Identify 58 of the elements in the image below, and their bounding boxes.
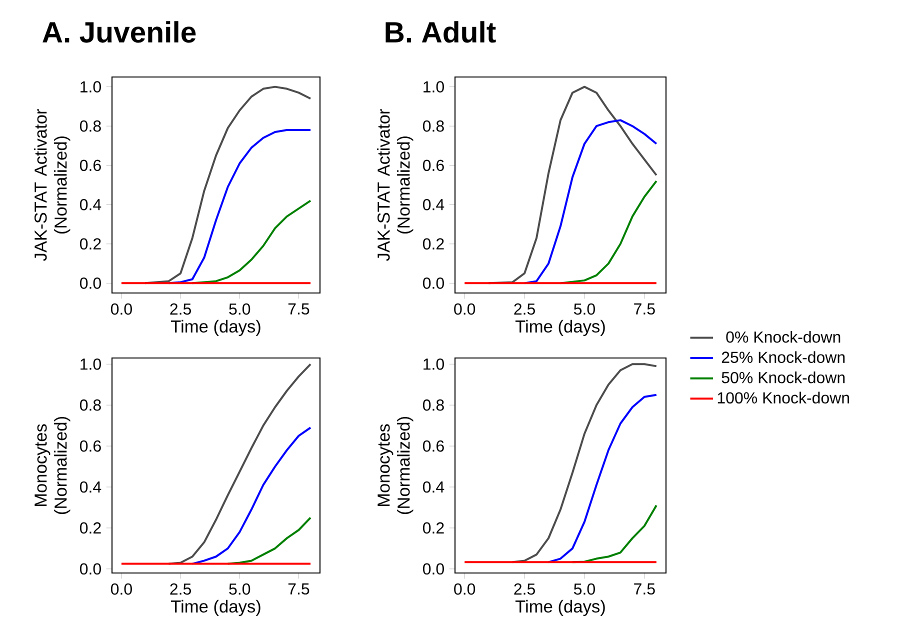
x-tick-label: 0.0 <box>110 583 132 595</box>
x-tick-label: 2.5 <box>514 583 535 595</box>
x-axis-title: Time (days) <box>515 600 605 616</box>
y-tick-label: 0.4 <box>80 198 102 210</box>
y-tick-label: 1.0 <box>424 358 444 370</box>
line-series <box>191 426 312 565</box>
x-tick-label: 0.0 <box>454 303 476 315</box>
line-series <box>548 394 658 564</box>
line-series <box>168 363 312 565</box>
x-tick-label: 7.5 <box>634 303 655 315</box>
y-tick-label: 0.6 <box>80 440 101 452</box>
y-axis-title: Monocytes (Normalized) <box>34 416 70 514</box>
y-tick-label: 1.0 <box>80 81 101 92</box>
line-series <box>226 516 312 565</box>
x-tick-label: 0.0 <box>454 583 476 595</box>
y-tick-label: 0.2 <box>80 522 101 534</box>
chart-title: A. Juvenile <box>42 21 196 43</box>
x-tick-label: 2.5 <box>514 303 535 315</box>
chart-title: B. Adult <box>386 21 496 43</box>
y-tick-label: 0.6 <box>422 440 444 452</box>
y-tick-label: 0.0 <box>80 278 101 289</box>
legend-label: 100% Knock-down <box>718 392 850 404</box>
y-tick-label: 0.8 <box>422 120 444 132</box>
y-tick-label: 1.0 <box>424 81 444 92</box>
y-axis-title: JAK-STAT Activator (Normalized) <box>34 109 70 261</box>
y-tick-label: 1.0 <box>80 358 101 370</box>
x-tick-label: 2.5 <box>170 583 191 595</box>
x-tick-label: 7.5 <box>288 583 310 595</box>
y-tick-label: 0.4 <box>80 481 102 493</box>
y-tick-label: 0.4 <box>422 198 444 210</box>
legend-label: 50% Knock-down <box>722 372 845 384</box>
y-axis-title: JAK-STAT Activator (Normalized) <box>377 109 414 261</box>
y-tick-label: 0.2 <box>422 522 444 534</box>
x-axis-title: Time (days) <box>170 320 260 336</box>
y-tick-label: 0.2 <box>80 238 101 250</box>
y-tick-label: 0.8 <box>422 399 444 411</box>
y-tick-label: 0.6 <box>422 160 444 172</box>
y-tick-label: 0.0 <box>422 278 444 289</box>
y-tick-label: 0.8 <box>80 399 101 411</box>
y-axis-title: Monocytes (Normalized) <box>378 416 414 514</box>
y-tick-label: 0.0 <box>422 563 444 575</box>
x-tick-label: 2.5 <box>170 303 191 315</box>
x-tick-label: 5.0 <box>229 583 250 595</box>
legend-label: 0% Knock-down <box>726 331 840 343</box>
y-tick-label: 0.2 <box>422 238 444 250</box>
x-tick-label: 7.5 <box>634 583 655 595</box>
y-tick-label: 0.8 <box>80 120 101 132</box>
y-tick-label: 0.6 <box>80 160 101 172</box>
x-axis-title: Time (days) <box>515 320 605 336</box>
x-tick-label: 5.0 <box>229 303 250 315</box>
y-tick-label: 0.4 <box>422 481 444 493</box>
x-tick-label: 5.0 <box>574 303 595 315</box>
x-axis-title: Time (days) <box>170 600 260 616</box>
x-tick-label: 7.5 <box>288 303 310 315</box>
x-tick-label: 0.0 <box>110 303 132 315</box>
legend-label: 25% Knock-down <box>722 351 845 363</box>
x-tick-label: 5.0 <box>574 583 595 595</box>
y-tick-label: 0.0 <box>80 563 101 575</box>
